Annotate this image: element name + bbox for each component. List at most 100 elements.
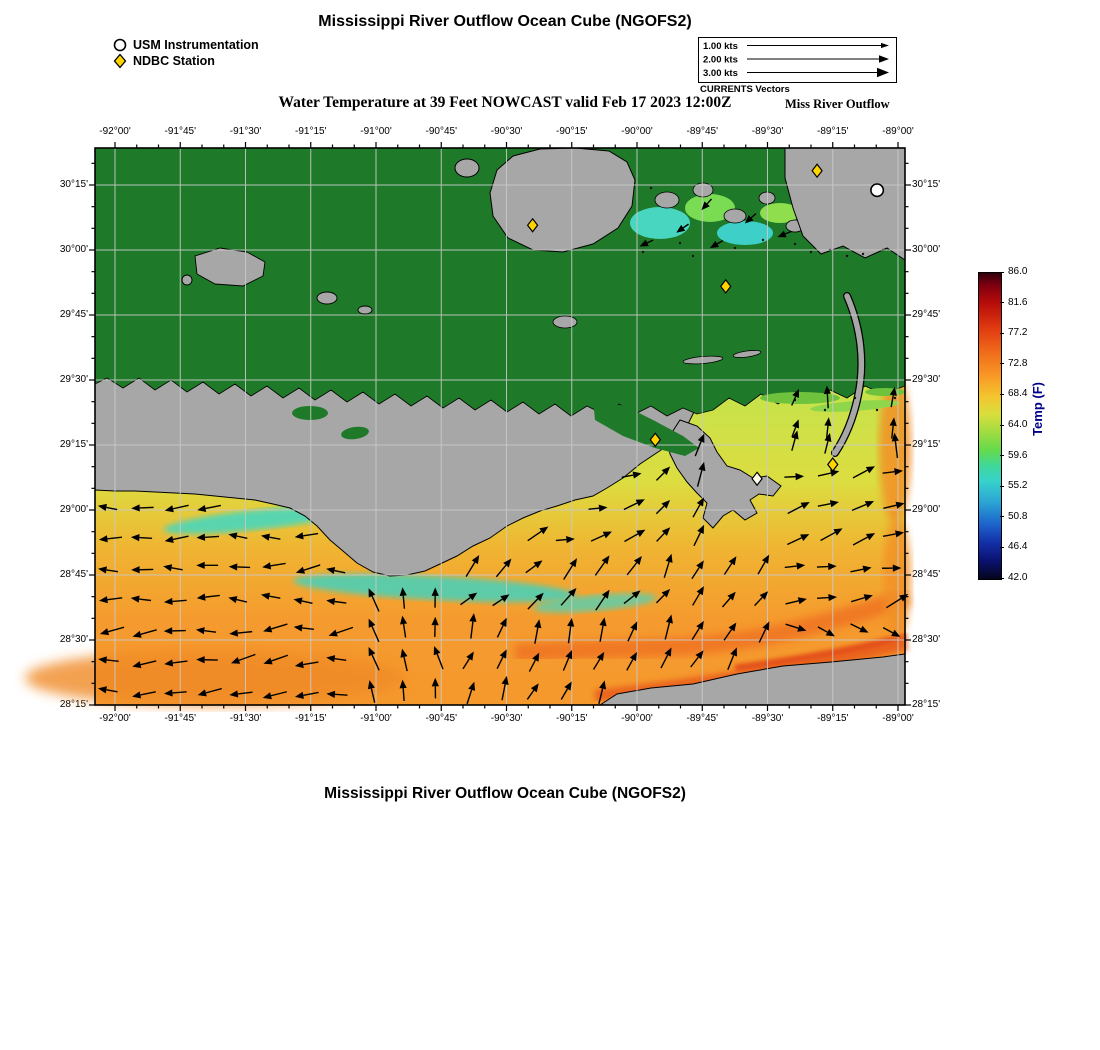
ndbc-marker [751,471,763,487]
y-tick-label-left: 29°15' [59,439,88,450]
y-tick-label-right: 30°15' [912,179,941,190]
x-tick-label-bottom: -89°45' [686,713,718,724]
y-tick-label-left: 30°00' [59,244,88,255]
colorbar-tick-label: 72.8 [1008,357,1028,369]
x-tick-label-bottom: -90°45' [425,713,457,724]
x-tick-label-top: -90°15' [556,126,588,137]
marsh-speckles [641,186,897,412]
y-tick-label-left: 28°45' [59,569,88,580]
usm-circle-icon [113,38,127,52]
x-tick-label-bottom: -89°15' [817,713,849,724]
x-tick-label-bottom: -91°30' [229,713,262,724]
ndbc-marker [811,163,823,179]
grid-lines [95,148,905,705]
small-island-gray [552,315,578,329]
colorbar-tick-label: 68.4 [1008,388,1028,400]
current-vectors [97,198,909,705]
x-tick-label-bottom: -89°30' [751,713,784,724]
colorbar-tick-mark [1000,546,1004,548]
vector-legend-rows: 1.00 kts 2.00 kts 3.00 kts [703,41,889,79]
ndbc-marker [526,217,539,233]
coastal-land-gray [94,362,701,577]
x-tick-label-top: -91°30' [229,126,262,137]
x-tick-label-bottom: -91°15' [295,713,327,724]
usm-marker [870,183,885,198]
y-tick-label-right: 29°15' [912,439,941,450]
ndbc-diamond-icon [113,53,127,69]
colorbar-tick-label: 46.4 [1008,541,1028,553]
x-tick-label-top: -91°00' [360,126,392,137]
x-tick-label-bottom: -89°00' [882,713,914,724]
y-tick-label-left: 29°30' [59,374,88,385]
colorbar-tick-label: 55.2 [1008,480,1028,492]
colorbar-tick-label: 50.8 [1008,510,1028,522]
y-tick-label-right: 30°00' [912,244,941,255]
usm-legend-label: USM Instrumentation [133,38,259,52]
colorbar-tick-mark [1000,271,1004,273]
y-tick-label-right: 29°45' [912,309,941,320]
bottom-title: Mississippi River Outflow Ocean Cube (NG… [324,785,686,802]
barrier-islands-gray [682,292,866,457]
x-tick-label-top: -91°45' [164,126,196,137]
colorbar-tick-label: 86.0 [1008,266,1028,277]
legend-row-ndbc: NDBC Station [112,53,259,69]
station-markers [526,163,885,487]
vector-legend-arrowhead [879,55,889,63]
colorbar-tick-mark [1000,332,1004,334]
mississippi-sound [630,182,805,245]
x-tick-label-bottom: -90°00' [621,713,653,724]
x-tick-label-bottom: -92°00' [99,713,131,724]
y-tick-label-left: 28°30' [59,634,88,645]
island-top-center-gray [454,147,636,253]
station-legend: USM Instrumentation NDBC Station [112,37,259,69]
x-tick-label-top: -92°00' [99,126,131,137]
x-tick-label-top: -90°45' [425,126,457,137]
ndbc-legend-label: NDBC Station [133,54,215,68]
colorbar-tick-mark [1000,363,1004,365]
colorbar-tick-mark [1000,485,1004,487]
x-tick-label-top: -90°30' [490,126,523,137]
y-tick-label-right: 28°45' [912,569,941,580]
y-tick-label-left: 30°15' [59,179,88,190]
vector-legend-speed-label: 1.00 kts [703,41,738,52]
legend-row-usm: USM Instrumentation [112,37,259,53]
colorbar-tick-label: 64.0 [1008,419,1028,430]
colorbar-tick-mark [1000,302,1004,304]
lakes-gray [181,247,373,315]
map-frame [94,147,906,706]
colorbar-tick-label: 81.6 [1008,296,1028,308]
y-tick-label-left: 29°00' [59,504,88,515]
x-tick-label-top: -90°00' [621,126,653,137]
ndbc-marker [719,278,732,294]
x-tick-label-bottom: -91°00' [360,713,392,724]
x-tick-label-top: -89°30' [751,126,784,137]
ndbc-marker [649,432,662,448]
colorbar-tick-label: 59.6 [1008,449,1028,461]
map-plot [25,142,911,711]
colorbar [978,272,1002,580]
currents-vector-legend: 1.00 kts 2.00 kts 3.00 kts [698,37,897,83]
currents-vector-caption: CURRENTS Vectors [700,84,790,95]
colorbar-tick-label: 77.2 [1008,327,1028,339]
y-tick-label-right: 28°15' [912,699,941,710]
x-tick-label-top: -91°15' [295,126,327,137]
vector-legend-arrowhead [881,42,889,49]
map-title: Water Temperature at 39 Feet NOWCAST val… [278,94,732,111]
colorbar-tick-mark [1000,424,1004,426]
y-tick-label-right: 29°00' [912,504,941,515]
colorbar-tick-mark [1000,393,1004,395]
y-tick-label-left: 29°45' [59,309,88,320]
vector-legend-arrowhead [877,67,889,78]
x-tick-label-bottom: -90°15' [556,713,588,724]
colorbar-tick-mark [1000,516,1004,518]
x-tick-label-top: -89°00' [882,126,914,137]
colorbar-tick-label: 42.0 [1008,572,1028,583]
y-tick-label-left: 28°15' [59,699,88,710]
ndbc-marker [826,457,839,472]
colorbar-title: Temp (F) [1030,382,1045,436]
page-title: Mississippi River Outflow Ocean Cube (NG… [318,13,692,30]
y-tick-label-right: 29°30' [912,374,941,385]
x-tick-label-top: -89°15' [817,126,849,137]
vector-legend-speed-label: 3.00 kts [703,68,738,79]
